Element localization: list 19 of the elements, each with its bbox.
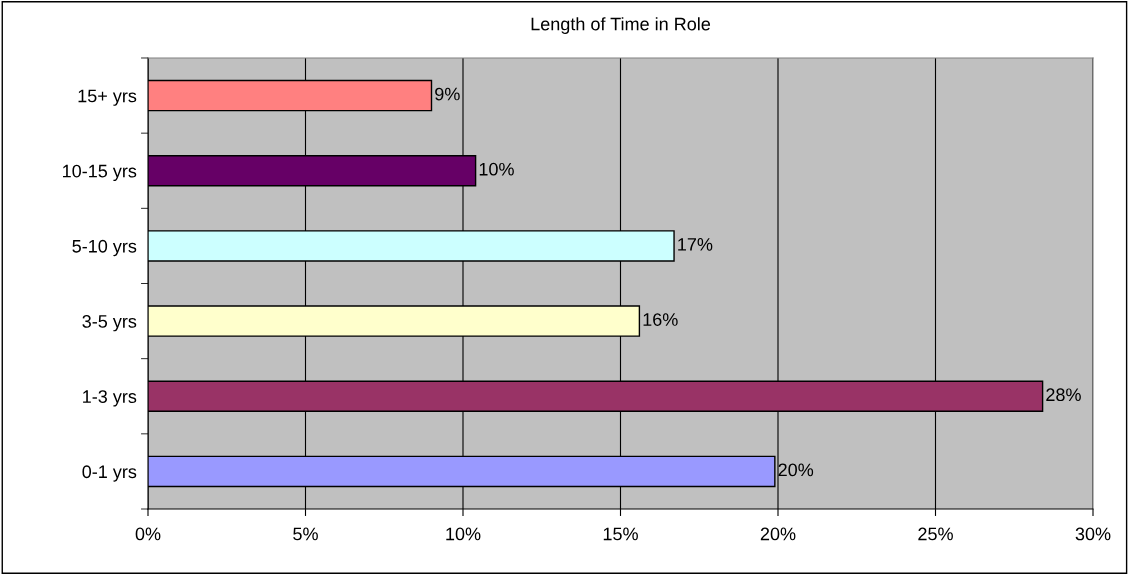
x-tick-label: 0% xyxy=(135,527,161,541)
x-tick-label: 10% xyxy=(446,527,481,541)
x-tick-label: 25% xyxy=(918,527,953,541)
data-label: 16% xyxy=(643,313,678,326)
data-label: 17% xyxy=(678,238,713,251)
x-tick-label: 15% xyxy=(603,527,638,541)
x-tick-label: 30% xyxy=(1075,527,1111,541)
x-tick-label: 20% xyxy=(760,527,796,541)
data-label: 9% xyxy=(435,87,460,101)
chart-title: Length of Time in Role xyxy=(531,17,711,34)
data-label: 10% xyxy=(479,162,514,176)
y-tick-label: 10-15 yrs xyxy=(63,164,137,182)
data-label: 28% xyxy=(1046,388,1081,402)
x-tick-label: 5% xyxy=(293,527,318,541)
y-tick-label: 1-3 yrs xyxy=(83,390,137,407)
y-tick-label: 3-5 yrs xyxy=(82,315,137,332)
y-tick-label: 5-10 yrs xyxy=(72,239,137,257)
y-tick-label: 0-1 yrs xyxy=(82,465,137,482)
y-tick-label: 15+ yrs xyxy=(78,89,137,106)
